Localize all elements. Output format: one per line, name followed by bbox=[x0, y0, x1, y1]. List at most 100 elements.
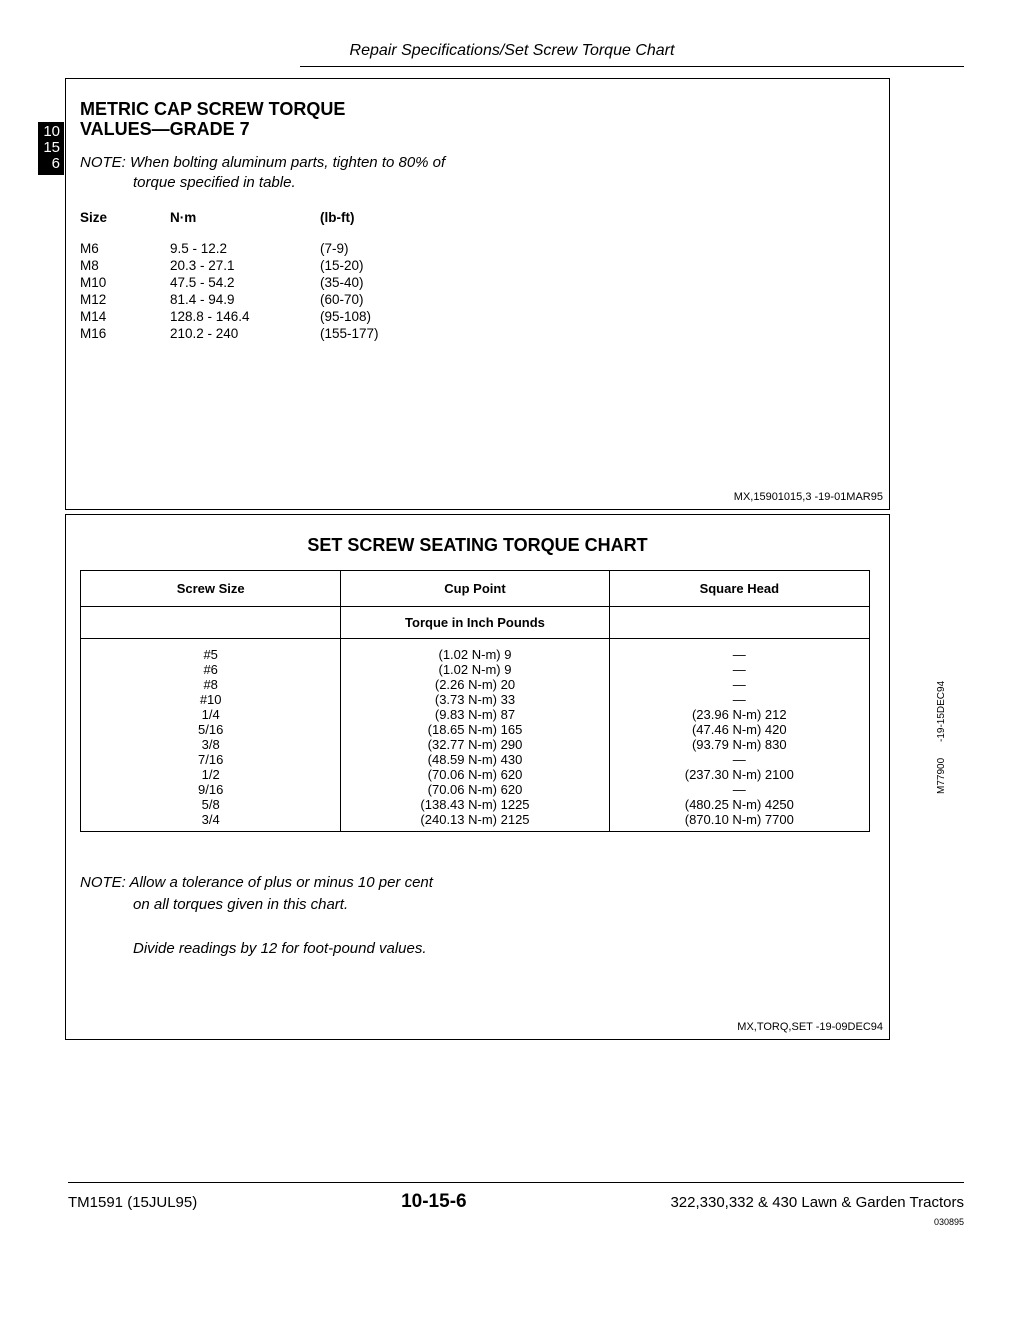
cell: (870.10 N-m) 7700 bbox=[616, 812, 863, 827]
section2-note: NOTE: Allow a tolerance of plus or minus… bbox=[80, 872, 875, 960]
table-row: M16 210.2 - 240 (155-177) bbox=[80, 325, 875, 342]
side-tab: 10 15 6 bbox=[38, 122, 64, 175]
cell: (47.46 N-m) 420 bbox=[616, 722, 863, 737]
cell-nm: 81.4 - 94.9 bbox=[170, 291, 320, 308]
col-cup-point: Cup Point bbox=[341, 571, 609, 607]
page-header-title: Repair Specifications/Set Screw Torque C… bbox=[0, 0, 1024, 66]
cell-lbft: (155-177) bbox=[320, 325, 440, 342]
cell: — bbox=[616, 662, 863, 677]
cell: (32.77 N-m) 290 bbox=[347, 737, 602, 752]
cell: 3/8 bbox=[87, 737, 334, 752]
cell: #10 bbox=[87, 692, 334, 707]
cell-size: M8 bbox=[80, 257, 170, 274]
note-text: on all torques given in this chart. bbox=[80, 896, 348, 913]
col-lbft: (lb-ft) bbox=[320, 209, 440, 226]
col-size: Size bbox=[80, 209, 170, 226]
cell-lbft: (35-40) bbox=[320, 274, 440, 291]
cell: (23.96 N-m) 212 bbox=[616, 707, 863, 722]
metric-torque-table: Size N·m (lb-ft) M6 9.5 - 12.2 (7-9) M8 … bbox=[80, 209, 875, 342]
cell-lbft: (95-108) bbox=[320, 308, 440, 325]
screw-size-cells: #5 #6 #8 #10 1/4 5/16 3/8 7/16 1/2 9/16 … bbox=[81, 639, 341, 832]
cell: — bbox=[616, 647, 863, 662]
cell-nm: 210.2 - 240 bbox=[170, 325, 320, 342]
note-text: Divide readings by 12 for foot-pound val… bbox=[80, 940, 427, 957]
page: Repair Specifications/Set Screw Torque C… bbox=[0, 0, 1024, 1325]
cell: 3/4 bbox=[87, 812, 334, 827]
section1-title: METRIC CAP SCREW TORQUE VALUES—GRADE 7 bbox=[80, 99, 875, 139]
cell-nm: 47.5 - 54.2 bbox=[170, 274, 320, 291]
footer-page-number: 10-15-6 bbox=[401, 1191, 467, 1213]
cell: (1.02 N-m) 9 bbox=[347, 647, 602, 662]
cell-lbft: (7-9) bbox=[320, 240, 440, 257]
note-prefix: NOTE: bbox=[80, 154, 130, 171]
cell: — bbox=[616, 782, 863, 797]
vertical-label-code: M77900 bbox=[936, 758, 947, 794]
subhead-empty bbox=[81, 607, 341, 639]
cell-size: M14 bbox=[80, 308, 170, 325]
cell-size: M6 bbox=[80, 240, 170, 257]
table-header-row: Size N·m (lb-ft) bbox=[80, 209, 875, 226]
title-line: VALUES—GRADE 7 bbox=[80, 119, 250, 139]
table-row: M12 81.4 - 94.9 (60-70) bbox=[80, 291, 875, 308]
cell: — bbox=[616, 677, 863, 692]
section-metric-torque: METRIC CAP SCREW TORQUE VALUES—GRADE 7 N… bbox=[65, 78, 890, 510]
subhead-empty bbox=[609, 607, 869, 639]
footer-date: 030895 bbox=[934, 1217, 964, 1227]
cell: (3.73 N-m) 33 bbox=[347, 692, 602, 707]
note-text: torque specified in table. bbox=[80, 174, 296, 191]
cell: (1.02 N-m) 9 bbox=[347, 662, 602, 677]
note-text: Allow a tolerance of plus or minus 10 pe… bbox=[129, 874, 433, 891]
cell: (18.65 N-m) 165 bbox=[347, 722, 602, 737]
table-header-row: Screw Size Cup Point Square Head bbox=[81, 571, 870, 607]
table-body: #5 #6 #8 #10 1/4 5/16 3/8 7/16 1/2 9/16 … bbox=[81, 639, 870, 832]
cell-nm: 128.8 - 146.4 bbox=[170, 308, 320, 325]
table-subheader-row: Torque in Inch Pounds bbox=[81, 607, 870, 639]
note-text: When bolting aluminum parts, tighten to … bbox=[130, 154, 445, 171]
col-square-head: Square Head bbox=[609, 571, 869, 607]
seating-torque-table: Screw Size Cup Point Square Head Torque … bbox=[80, 570, 870, 832]
cell: (70.06 N-m) 620 bbox=[347, 782, 602, 797]
cell-lbft: (15-20) bbox=[320, 257, 440, 274]
square-head-cells: — — — — (23.96 N-m) 212 (47.46 N-m) 420 … bbox=[609, 639, 869, 832]
cell: #8 bbox=[87, 677, 334, 692]
col-nm: N·m bbox=[170, 209, 320, 226]
cell: (93.79 N-m) 830 bbox=[616, 737, 863, 752]
cell-size: M12 bbox=[80, 291, 170, 308]
cell-size: M10 bbox=[80, 274, 170, 291]
cell: (70.06 N-m) 620 bbox=[347, 767, 602, 782]
side-tab-line: 10 bbox=[42, 124, 60, 140]
cell: (138.43 N-m) 1225 bbox=[347, 797, 602, 812]
section2-reference: MX,TORQ,SET -19-09DEC94 bbox=[737, 1021, 883, 1033]
cell: 1/2 bbox=[87, 767, 334, 782]
table-row: M10 47.5 - 54.2 (35-40) bbox=[80, 274, 875, 291]
section1-note: NOTE: When bolting aluminum parts, tight… bbox=[80, 153, 875, 193]
cell: #6 bbox=[87, 662, 334, 677]
title-line: METRIC CAP SCREW TORQUE bbox=[80, 99, 345, 119]
vertical-label-date: -19-15DEC94 bbox=[936, 681, 947, 742]
note-prefix: NOTE: bbox=[80, 874, 129, 891]
table-row: M6 9.5 - 12.2 (7-9) bbox=[80, 240, 875, 257]
section-set-screw-chart: SET SCREW SEATING TORQUE CHART Screw Siz… bbox=[65, 514, 890, 1040]
footer-right: 322,330,332 & 430 Lawn & Garden Tractors bbox=[670, 1194, 964, 1211]
cell-nm: 20.3 - 27.1 bbox=[170, 257, 320, 274]
cell-nm: 9.5 - 12.2 bbox=[170, 240, 320, 257]
cell: 9/16 bbox=[87, 782, 334, 797]
cell: — bbox=[616, 692, 863, 707]
cup-point-cells: (1.02 N-m) 9 (1.02 N-m) 9 (2.26 N-m) 20 … bbox=[341, 639, 609, 832]
cell: 5/16 bbox=[87, 722, 334, 737]
footer-line: TM1591 (15JUL95) 10-15-6 322,330,332 & 4… bbox=[68, 1182, 964, 1213]
cell: 1/4 bbox=[87, 707, 334, 722]
header-underline bbox=[300, 66, 964, 67]
side-tab-line: 15 bbox=[42, 140, 60, 156]
cell: (480.25 N-m) 4250 bbox=[616, 797, 863, 812]
table-row: M8 20.3 - 27.1 (15-20) bbox=[80, 257, 875, 274]
cell: — bbox=[616, 752, 863, 767]
cell: (237.30 N-m) 2100 bbox=[616, 767, 863, 782]
cell-size: M16 bbox=[80, 325, 170, 342]
section1-reference: MX,15901015,3 -19-01MAR95 bbox=[734, 491, 883, 503]
col-screw-size: Screw Size bbox=[81, 571, 341, 607]
cell: 5/8 bbox=[87, 797, 334, 812]
cell: #5 bbox=[87, 647, 334, 662]
section2-title: SET SCREW SEATING TORQUE CHART bbox=[80, 535, 875, 556]
table-row: M14 128.8 - 146.4 (95-108) bbox=[80, 308, 875, 325]
